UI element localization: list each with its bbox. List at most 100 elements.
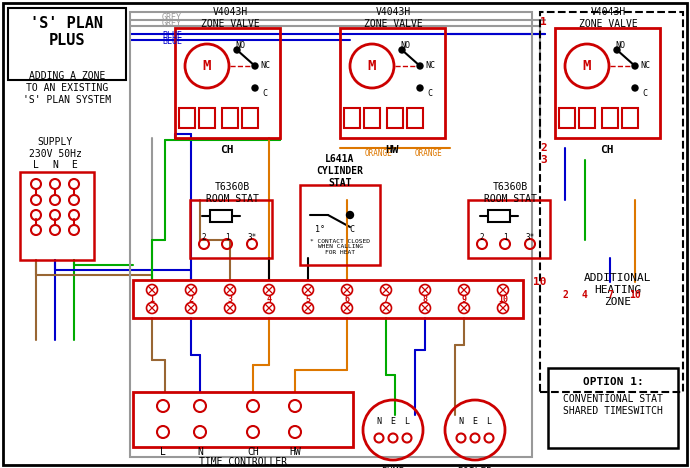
Bar	[242, 108, 258, 128]
Text: N: N	[197, 447, 203, 457]
Text: 2: 2	[562, 290, 568, 300]
Text: V4043H
ZONE VALVE: V4043H ZONE VALVE	[579, 7, 638, 29]
Text: ORANGE: ORANGE	[365, 148, 393, 158]
Bar	[179, 108, 195, 128]
Text: N: N	[52, 160, 58, 170]
Text: C: C	[642, 88, 647, 97]
Circle shape	[632, 63, 638, 69]
Text: 2: 2	[201, 233, 206, 241]
Text: BLUE: BLUE	[162, 37, 182, 46]
Bar	[579, 108, 595, 128]
Text: OPTION 1:: OPTION 1:	[582, 377, 643, 387]
Text: NO: NO	[400, 42, 410, 51]
Text: CONVENTIONAL STAT
SHARED TIMESWITCH: CONVENTIONAL STAT SHARED TIMESWITCH	[563, 394, 663, 416]
Text: NC: NC	[425, 61, 435, 71]
Text: NO: NO	[615, 42, 625, 51]
Text: C: C	[350, 225, 355, 234]
Bar	[175, 28, 280, 138]
Text: SUPPLY
230V 50Hz: SUPPLY 230V 50Hz	[28, 137, 81, 159]
Text: V4043H
ZONE VALVE: V4043H ZONE VALVE	[201, 7, 259, 29]
Text: L: L	[33, 160, 39, 170]
Text: L: L	[486, 417, 491, 426]
Text: C: C	[428, 88, 433, 97]
Text: NC: NC	[640, 61, 650, 71]
Text: 1°: 1°	[315, 225, 325, 234]
Text: T6360B
ROOM STAT: T6360B ROOM STAT	[484, 182, 536, 204]
Bar	[300, 185, 380, 265]
Circle shape	[632, 85, 638, 91]
Text: V4043H
ZONE VALVE: V4043H ZONE VALVE	[364, 7, 422, 29]
Circle shape	[252, 63, 258, 69]
Bar	[488, 210, 510, 222]
Bar	[602, 108, 618, 128]
Text: L641A
CYLINDER
STAT: L641A CYLINDER STAT	[317, 154, 364, 188]
Text: * CONTACT CLOSED
WHEN CALLING
FOR HEAT: * CONTACT CLOSED WHEN CALLING FOR HEAT	[310, 239, 370, 256]
Text: BOILER: BOILER	[457, 467, 493, 468]
Bar	[407, 108, 423, 128]
Circle shape	[399, 47, 405, 53]
Text: T6360B
ROOM STAT: T6360B ROOM STAT	[206, 182, 259, 204]
Text: 3: 3	[228, 294, 233, 304]
Text: 4: 4	[582, 290, 588, 300]
Text: NO: NO	[235, 42, 245, 51]
Text: CH: CH	[247, 447, 259, 457]
Bar	[548, 368, 678, 448]
Text: 8: 8	[422, 294, 428, 304]
Text: 5: 5	[306, 294, 310, 304]
Bar	[364, 108, 380, 128]
Text: E: E	[71, 160, 77, 170]
Text: TIME CONTROLLER: TIME CONTROLLER	[199, 457, 287, 467]
Bar	[190, 200, 272, 258]
Bar	[468, 200, 550, 258]
Bar	[555, 28, 660, 138]
Bar	[540, 12, 683, 392]
Text: M: M	[583, 59, 591, 73]
Text: 1: 1	[540, 17, 547, 27]
Bar	[340, 28, 445, 138]
Text: PUMP: PUMP	[382, 467, 405, 468]
Text: C: C	[262, 88, 268, 97]
Text: 3: 3	[540, 155, 547, 165]
Text: 7: 7	[384, 294, 388, 304]
Text: ORANGE: ORANGE	[415, 148, 443, 158]
Text: 10: 10	[533, 277, 547, 287]
Text: 10: 10	[629, 290, 641, 300]
Text: GREY: GREY	[162, 20, 182, 29]
Bar	[387, 108, 403, 128]
Text: N: N	[458, 417, 464, 426]
Bar	[8, 8, 126, 80]
Text: L: L	[160, 447, 166, 457]
Text: E: E	[473, 417, 477, 426]
Text: 7: 7	[607, 290, 613, 300]
Text: HW: HW	[289, 447, 301, 457]
Circle shape	[614, 47, 620, 53]
Bar	[133, 280, 523, 318]
Text: 4: 4	[266, 294, 271, 304]
Text: 1: 1	[225, 233, 229, 241]
Text: E: E	[391, 417, 395, 426]
Text: 10: 10	[498, 294, 508, 304]
Text: 1: 1	[150, 294, 155, 304]
Circle shape	[346, 212, 353, 219]
Text: HW: HW	[385, 145, 399, 155]
Text: CH: CH	[220, 145, 234, 155]
Text: 2: 2	[188, 294, 193, 304]
Text: M: M	[368, 59, 376, 73]
Text: M: M	[203, 59, 211, 73]
Text: CH: CH	[600, 145, 613, 155]
Bar	[133, 392, 353, 447]
Text: 'S' PLAN
PLUS: 'S' PLAN PLUS	[30, 16, 104, 48]
Circle shape	[252, 85, 258, 91]
Text: 2: 2	[540, 143, 547, 153]
Text: 2: 2	[480, 233, 484, 241]
Text: 9: 9	[462, 294, 466, 304]
Text: N: N	[377, 417, 382, 426]
Text: ADDING A ZONE
TO AN EXISTING
'S' PLAN SYSTEM: ADDING A ZONE TO AN EXISTING 'S' PLAN SY…	[23, 72, 111, 105]
Bar	[222, 108, 238, 128]
Bar	[130, 12, 532, 457]
Text: 3*: 3*	[525, 233, 535, 241]
Circle shape	[417, 85, 423, 91]
Bar	[199, 108, 215, 128]
Text: BLUE: BLUE	[162, 30, 182, 39]
Circle shape	[417, 63, 423, 69]
